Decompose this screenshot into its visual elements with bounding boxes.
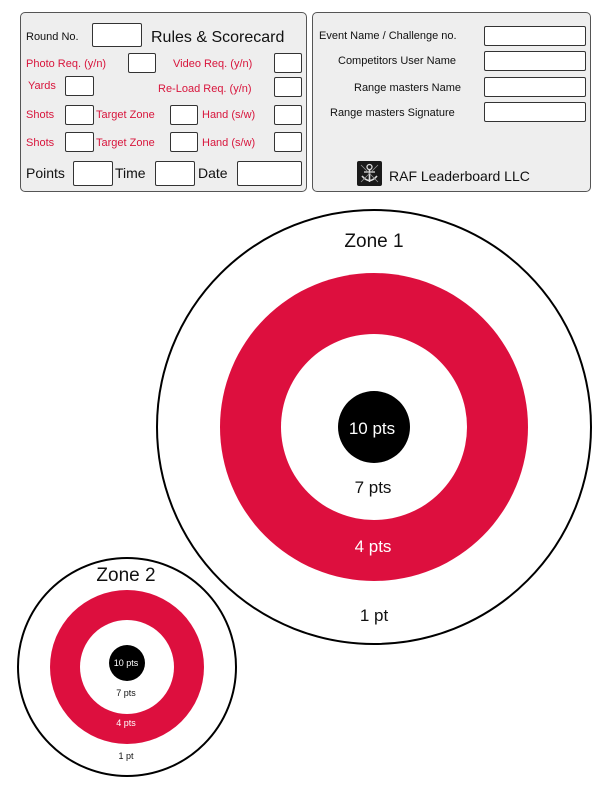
user-name-label: Competitors User Name <box>338 55 456 67</box>
event-name-field[interactable] <box>484 26 586 46</box>
zone-2-white-ring <box>80 620 174 714</box>
zone-1-title: Zone 1 <box>344 231 403 252</box>
shots-label-2: Shots <box>26 137 55 149</box>
target-zone-field[interactable] <box>170 105 198 125</box>
event-name-label: Event Name / Challenge no. <box>319 30 457 42</box>
date-field[interactable] <box>237 161 302 186</box>
shots-field-2[interactable] <box>65 132 94 152</box>
zone-2-outer-label: 1 pt <box>118 751 134 761</box>
points-label: Points <box>26 165 65 181</box>
zone-1-inner-label: 7 pts <box>355 478 392 497</box>
shots-field[interactable] <box>65 105 94 125</box>
target-zone-label-2: Target Zone <box>96 137 155 149</box>
hand-label-2: Hand (s/w) <box>202 137 256 149</box>
zone-1-bullseye <box>338 391 410 463</box>
user-name-field[interactable] <box>484 51 586 71</box>
reload-req-label: Re-Load Req. (y/n) <box>158 83 252 95</box>
time-field[interactable] <box>155 161 195 186</box>
zone-1-red-label: 4 pts <box>355 537 392 556</box>
zone-1-outer-label: 1 pt <box>360 606 389 625</box>
zone-2-inner-label: 7 pts <box>116 688 136 698</box>
zone-2-outer-ring <box>17 557 237 777</box>
scorecard-title: Rules & Scorecard <box>151 29 285 46</box>
hand-field[interactable] <box>274 105 302 125</box>
rm-signature-field[interactable] <box>484 102 586 122</box>
reload-req-field[interactable] <box>274 77 302 97</box>
hand-label: Hand (s/w) <box>202 109 256 121</box>
hand-field-2[interactable] <box>274 132 302 152</box>
zone-2-center-label: 10 pts <box>114 658 139 668</box>
time-label: Time <box>115 165 146 181</box>
photo-req-field[interactable] <box>128 53 156 73</box>
shots-label: Shots <box>26 109 55 121</box>
zone-2-title: Zone 2 <box>96 565 155 586</box>
brand-name: RAF Leaderboard LLC <box>389 168 530 184</box>
rm-signature-label: Range masters Signature <box>330 107 455 119</box>
video-req-field[interactable] <box>274 53 302 73</box>
zone-1-red-ring <box>220 273 528 581</box>
video-req-label: Video Req. (y/n) <box>173 58 253 70</box>
date-label: Date <box>198 165 228 181</box>
zone-1-center-label: 10 pts <box>349 419 395 438</box>
points-field[interactable] <box>73 161 113 186</box>
yards-label: Yards <box>28 80 56 92</box>
zone-2-red-label: 4 pts <box>116 718 136 728</box>
photo-req-label: Photo Req. (y/n) <box>26 58 107 70</box>
event-panel: Event Name / Challenge no. Competitors U… <box>312 12 591 192</box>
rm-name-label: Range masters Name <box>354 82 461 94</box>
target-zone-label: Target Zone <box>96 109 155 121</box>
round-label: Round No. <box>26 31 79 43</box>
rm-name-field[interactable] <box>484 77 586 97</box>
target-zone-field-2[interactable] <box>170 132 198 152</box>
yards-field[interactable] <box>65 76 94 96</box>
zone-1-white-ring <box>281 334 467 520</box>
scorecard-panel: Round No. Rules & Scorecard Photo Req. (… <box>20 12 307 192</box>
zone-1-outer-ring <box>156 209 592 645</box>
round-field[interactable] <box>92 23 142 47</box>
zone-2-bullseye <box>109 645 145 681</box>
brand-logo-icon <box>357 161 382 186</box>
zone-2-red-ring <box>50 590 204 744</box>
